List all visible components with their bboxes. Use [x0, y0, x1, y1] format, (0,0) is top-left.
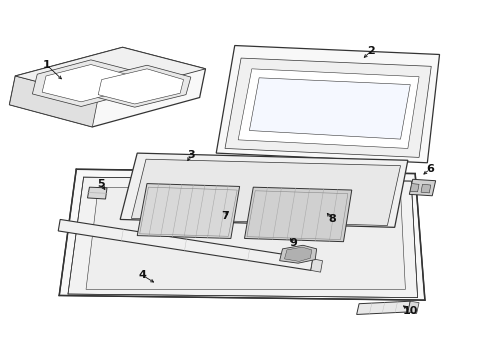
Polygon shape: [356, 301, 409, 315]
Polygon shape: [249, 78, 409, 139]
Polygon shape: [137, 184, 239, 238]
Polygon shape: [408, 179, 435, 196]
Polygon shape: [32, 60, 140, 107]
Polygon shape: [87, 187, 107, 199]
Text: 6: 6: [425, 164, 433, 174]
Polygon shape: [9, 47, 205, 127]
Polygon shape: [216, 45, 439, 163]
Polygon shape: [68, 177, 417, 298]
Text: 4: 4: [138, 270, 146, 280]
Polygon shape: [120, 153, 407, 227]
Text: 3: 3: [187, 150, 194, 160]
Polygon shape: [42, 64, 130, 102]
Polygon shape: [59, 169, 424, 300]
Polygon shape: [15, 47, 205, 98]
Text: 1: 1: [43, 60, 51, 70]
Text: 9: 9: [289, 238, 297, 248]
Polygon shape: [86, 187, 405, 289]
Polygon shape: [279, 245, 316, 263]
Polygon shape: [420, 184, 430, 193]
Polygon shape: [58, 220, 312, 270]
Polygon shape: [409, 184, 418, 192]
Text: 5: 5: [97, 179, 104, 189]
Polygon shape: [284, 247, 311, 261]
Text: 8: 8: [328, 215, 335, 224]
Polygon shape: [98, 69, 183, 104]
Text: 10: 10: [402, 306, 417, 316]
Polygon shape: [224, 58, 430, 157]
Polygon shape: [9, 76, 98, 127]
Polygon shape: [131, 159, 400, 226]
Polygon shape: [244, 187, 351, 242]
Text: 2: 2: [366, 46, 374, 56]
Polygon shape: [91, 65, 190, 107]
Text: 7: 7: [221, 211, 228, 221]
Polygon shape: [310, 259, 322, 272]
Polygon shape: [407, 301, 418, 314]
Polygon shape: [238, 69, 418, 148]
